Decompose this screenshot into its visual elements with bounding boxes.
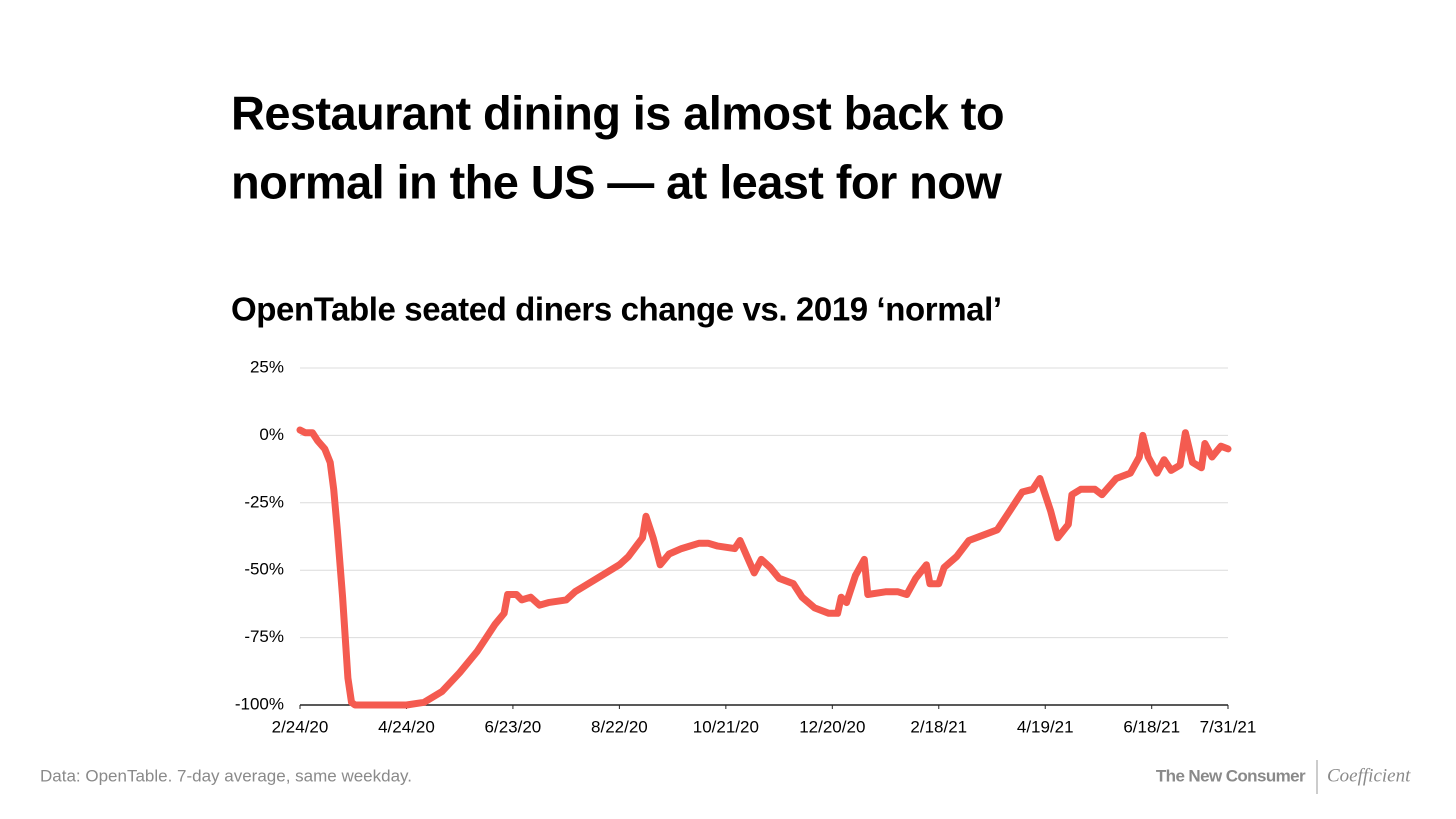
partner: Coefficient [1327,765,1411,786]
x-tick-label: 4/24/20 [378,717,435,736]
subtitle: OpenTable seated diners change vs. 2019 … [231,291,1002,328]
y-tick-label: -75% [244,627,284,646]
x-tick-label: 10/21/20 [693,717,759,736]
x-tick-label: 6/18/21 [1123,717,1180,736]
y-tick-label: -50% [244,560,284,579]
x-tick-label: 12/20/20 [799,717,865,736]
data-line [296,426,1232,709]
x-tick-label: 6/23/20 [485,717,542,736]
y-tick-label: 25% [250,357,284,376]
x-tick-label: 7/31/21 [1200,717,1257,736]
x-tick-label: 4/19/21 [1017,717,1074,736]
x-tick-label: 2/18/21 [910,717,967,736]
title-line: Restaurant dining is almost back to [231,86,1004,139]
source-note: Data: OpenTable. 7-day average, same wee… [40,766,412,785]
y-tick-label: -100% [235,694,284,713]
y-tick-label: 0% [259,425,284,444]
x-tick-label: 8/22/20 [591,717,648,736]
y-tick-label: -25% [244,492,284,511]
title-line: normal in the US — at least for now [231,155,1002,208]
x-tick-label: 2/24/20 [272,717,329,736]
brand: The New Consumer [1156,766,1306,785]
